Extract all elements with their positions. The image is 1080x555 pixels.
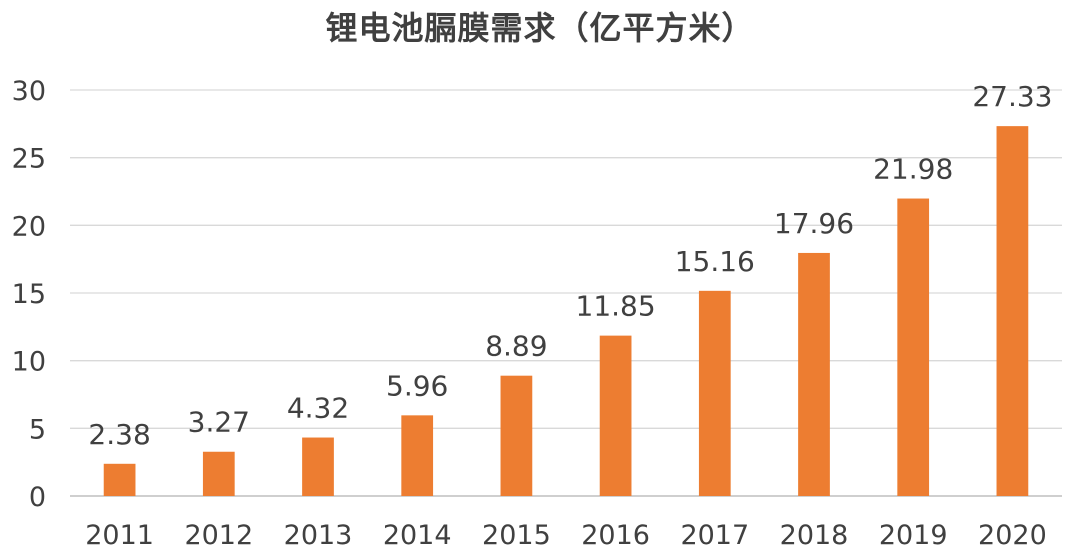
- x-axis-tick-labels: 2011 2012 2013 2014 2015 2016 2017 2018 2019 2020: [85, 520, 1047, 551]
- bar: [302, 437, 334, 496]
- bar: [798, 252, 830, 496]
- y-tick-label: 30: [12, 76, 46, 107]
- y-axis-tick-labels: 0 5 10 15 20 25 30: [12, 76, 46, 513]
- data-label: 8.89: [485, 330, 547, 363]
- x-tick-label: 2015: [482, 520, 551, 551]
- y-tick-label: 10: [12, 347, 46, 378]
- data-label: 4.32: [287, 392, 349, 425]
- x-tick-label: 2016: [581, 520, 650, 551]
- x-tick-label: 2020: [978, 520, 1047, 551]
- y-tick-label: 5: [29, 414, 46, 445]
- data-label: 17.96: [774, 207, 854, 240]
- x-tick-label: 2019: [879, 520, 948, 551]
- bar: [599, 335, 632, 496]
- y-tick-label: 20: [12, 211, 46, 242]
- y-tick-label: 25: [12, 144, 46, 175]
- data-label: 11.85: [576, 290, 656, 323]
- x-tick-label: 2017: [680, 520, 749, 551]
- data-label: 27.33: [972, 80, 1052, 113]
- y-tick-label: 15: [12, 279, 46, 310]
- y-tick-label: 0: [29, 482, 46, 513]
- x-tick-label: 2012: [184, 520, 253, 551]
- bar: [202, 451, 235, 496]
- chart-title: 锂电池膈膜需求（亿平方米）: [325, 9, 755, 47]
- data-labels: 2.38 3.27 4.32 5.96 8.89 11.85 15.16 17.96 21.98…: [88, 80, 1052, 451]
- x-tick-label: 2014: [383, 520, 452, 551]
- bar: [897, 198, 930, 496]
- data-label: 5.96: [386, 369, 448, 402]
- bar: [401, 415, 434, 496]
- bar: [698, 290, 731, 496]
- gridlines: [70, 89, 1062, 497]
- x-tick-label: 2018: [780, 520, 849, 551]
- data-label: 15.16: [675, 245, 755, 278]
- data-label: 2.38: [88, 418, 150, 451]
- bar: [500, 375, 533, 496]
- x-tick-label: 2011: [85, 520, 154, 551]
- data-label: 21.98: [873, 153, 953, 186]
- bar: [103, 463, 136, 496]
- bars: [103, 126, 1029, 496]
- bar: [996, 126, 1029, 496]
- data-label: 3.27: [188, 406, 250, 439]
- x-tick-label: 2013: [284, 520, 353, 551]
